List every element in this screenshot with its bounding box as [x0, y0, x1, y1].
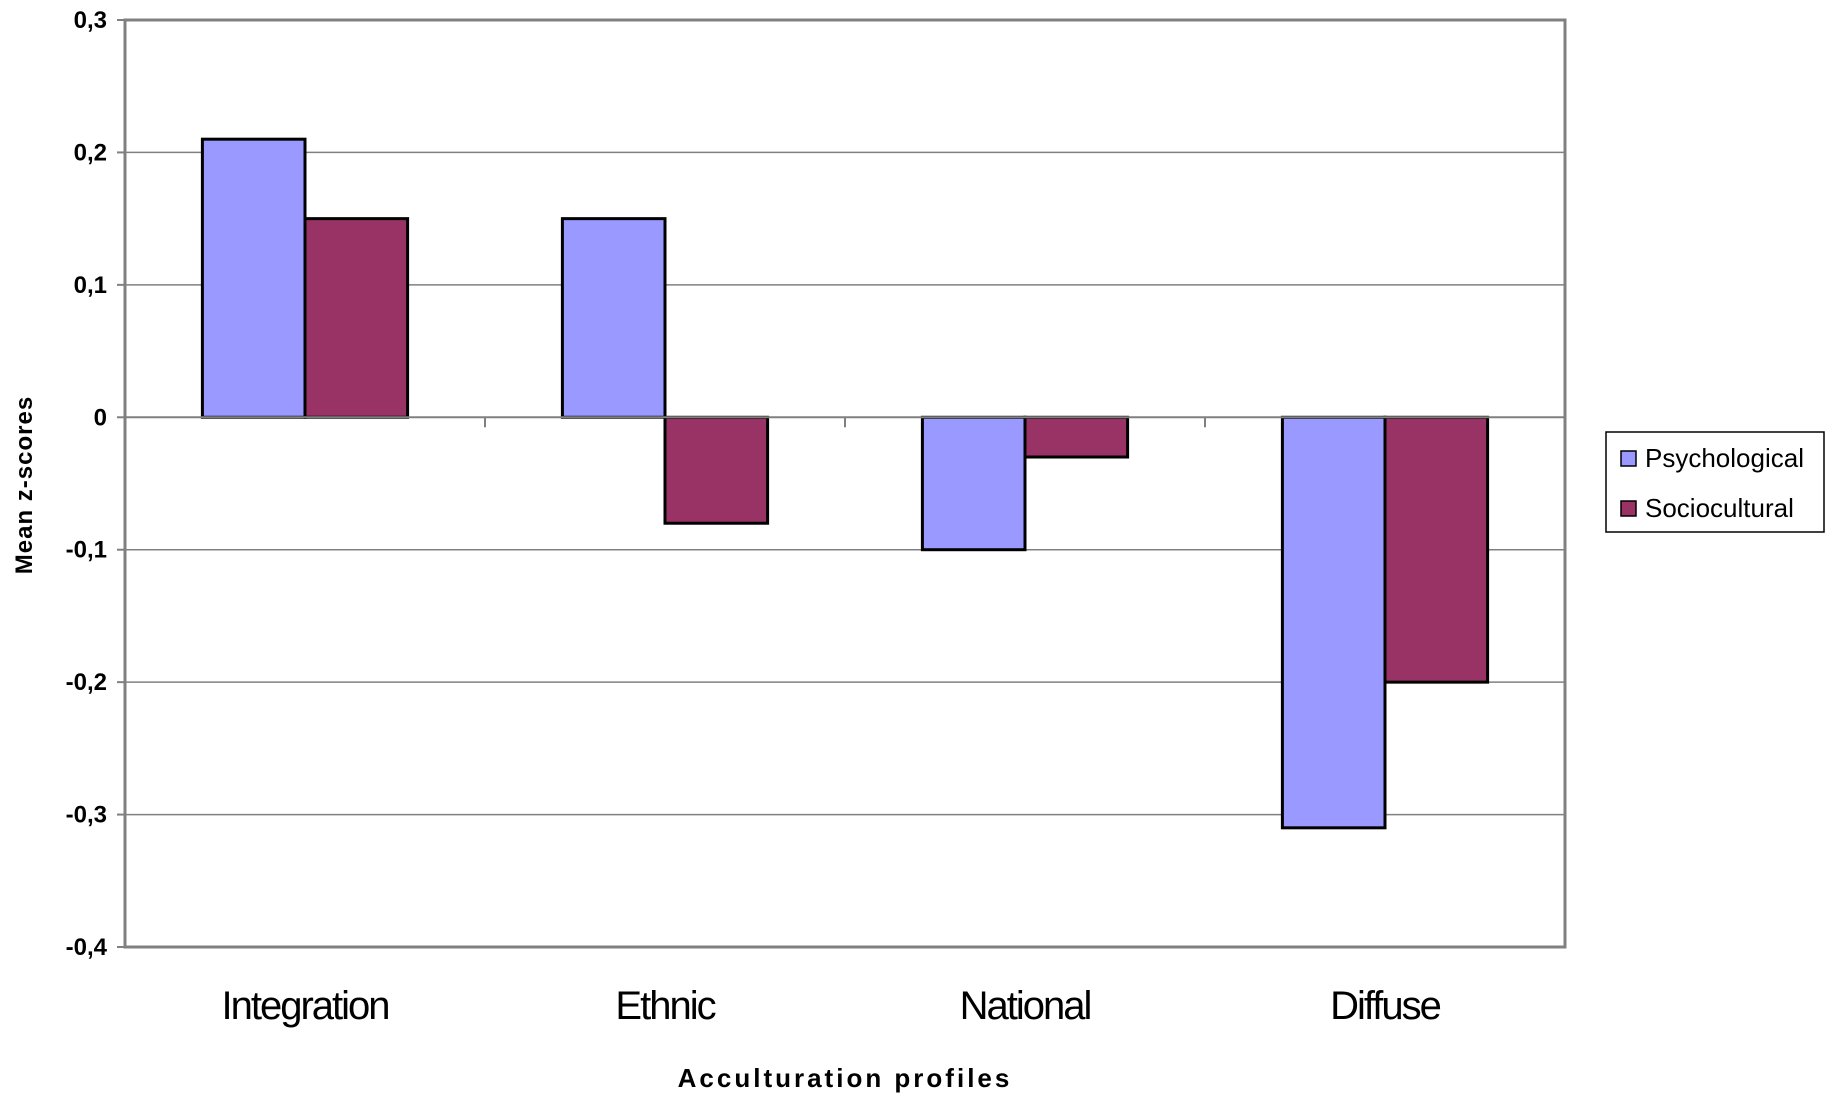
bar-sociocultural-national	[1023, 415, 1130, 459]
x-tick-label: National	[960, 984, 1091, 1028]
y-axis-ticks: 0,3 0,2 0,1 0 -0,1 -0,2 -0,3 -0,4	[66, 7, 125, 961]
legend-label-psychological: Psychological	[1645, 443, 1804, 473]
x-tick-label: Ethnic	[615, 984, 715, 1028]
x-tick-label: Integration	[221, 984, 388, 1028]
legend: Psychological Sociocultural	[1605, 431, 1825, 533]
legend-label-sociocultural: Sociocultural	[1645, 493, 1794, 523]
legend-box	[1605, 431, 1825, 533]
bar-psychological-integration	[200, 137, 307, 419]
y-tick-label: 0	[94, 404, 107, 431]
y-tick-label: -0,4	[66, 934, 108, 961]
bars	[200, 137, 1490, 830]
bar-psychological-diffuse	[1280, 415, 1387, 830]
bar-psychological-ethnic	[560, 217, 667, 419]
x-axis-ticks: Integration Ethnic National Diffuse	[221, 417, 1443, 1028]
x-axis-title: Acculturation profiles	[678, 1063, 1013, 1093]
y-tick-label: -0,2	[66, 669, 107, 696]
y-tick-label: -0,1	[66, 537, 107, 564]
bar-sociocultural-diffuse	[1383, 415, 1490, 684]
y-tick-label: -0,3	[66, 802, 107, 829]
y-tick-label: 0,2	[74, 139, 107, 166]
legend-swatch-sociocultural	[1620, 500, 1637, 517]
legend-swatch-psychological	[1620, 450, 1637, 467]
y-tick-label: 0,3	[74, 7, 107, 34]
bar-sociocultural-integration	[303, 217, 410, 419]
bar-sociocultural-ethnic	[663, 415, 770, 525]
y-axis-title: Mean z-scores	[11, 396, 38, 574]
bar-psychological-national	[920, 415, 1027, 552]
x-tick-label: Diffuse	[1330, 984, 1441, 1028]
y-tick-label: 0,1	[74, 272, 107, 299]
